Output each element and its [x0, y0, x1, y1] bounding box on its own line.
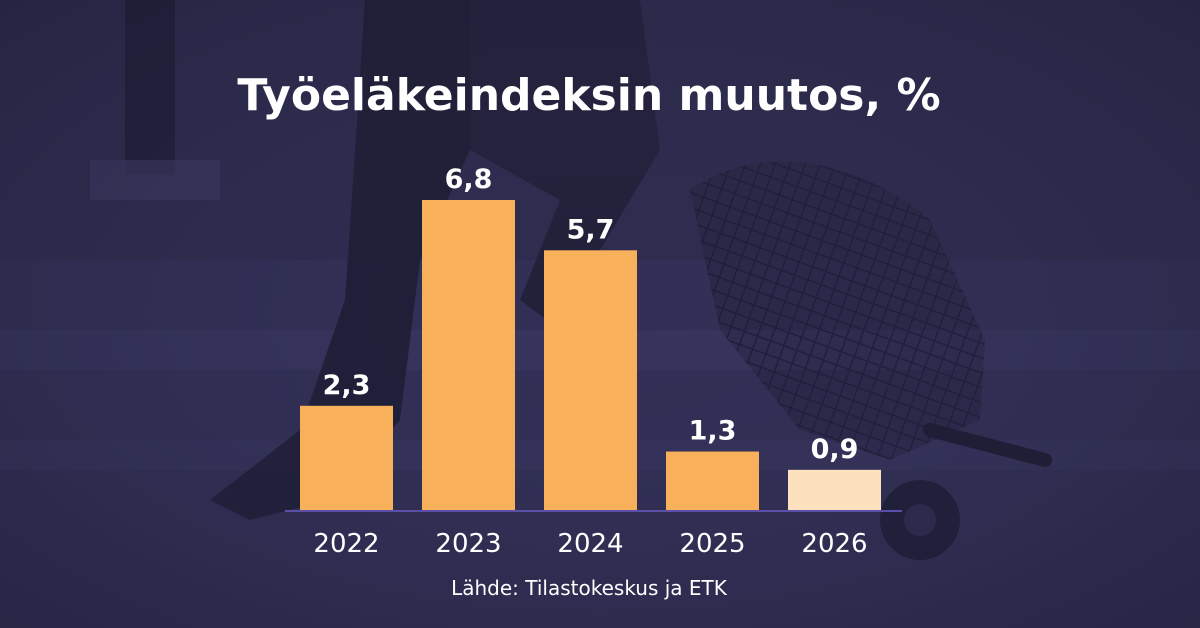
- x-tick-2022: 2022: [313, 529, 379, 559]
- chart-title: Työeläkeindeksin muutos, %: [237, 70, 940, 121]
- value-label-2024: 5,7: [567, 214, 615, 245]
- x-tick-2024: 2024: [557, 529, 623, 559]
- value-label-2026: 0,9: [811, 434, 859, 465]
- bar-2022: [300, 405, 393, 511]
- x-tick-2023: 2023: [435, 529, 501, 559]
- x-tick-2025: 2025: [679, 529, 745, 559]
- bar-2024: [544, 250, 637, 511]
- value-label-2022: 2,3: [323, 370, 371, 401]
- value-labels-layer: 2,3 6,8 5,7 1,3 0,9: [323, 164, 859, 465]
- value-label-2025: 1,3: [689, 416, 737, 447]
- value-label-2023: 6,8: [445, 164, 493, 195]
- bar-2025: [666, 451, 759, 511]
- bar-2023: [422, 200, 515, 511]
- x-tick-2026: 2026: [801, 529, 867, 559]
- bars-layer: [300, 200, 881, 511]
- source-note: Lähde: Tilastokeskus ja ETK: [451, 576, 728, 600]
- bar-2026: [788, 469, 881, 511]
- x-tick-labels-layer: 2022 2023 2024 2025 2026: [313, 529, 867, 559]
